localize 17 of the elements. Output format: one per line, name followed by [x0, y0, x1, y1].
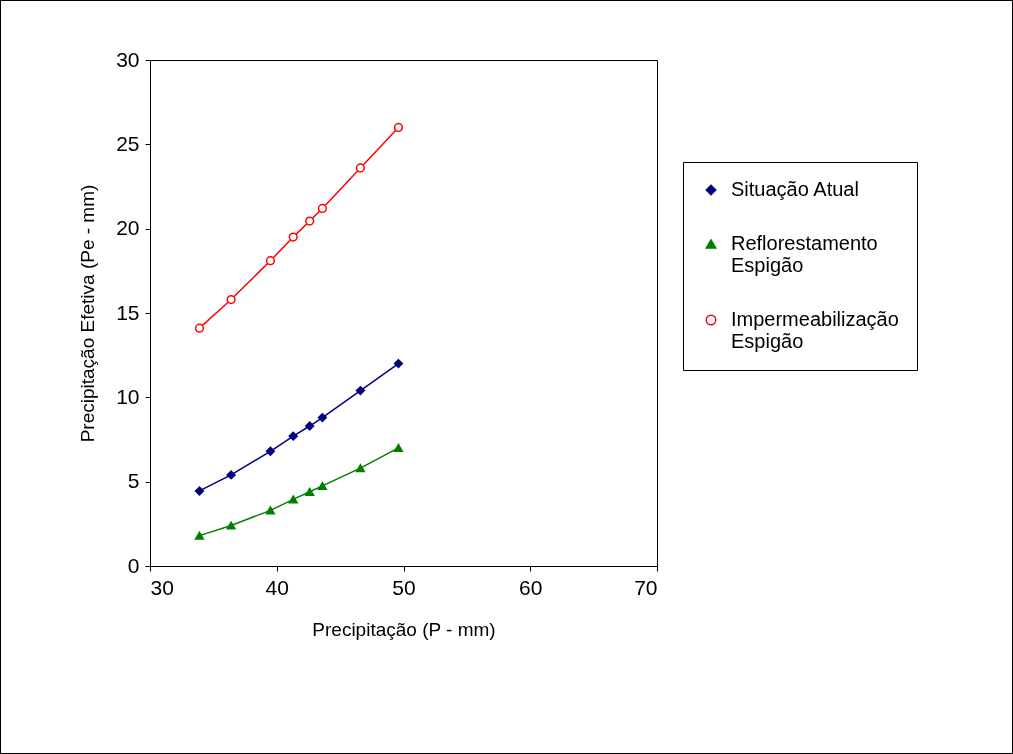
x-tick-label: 70 — [634, 575, 658, 599]
y-tick-label: 10 — [116, 384, 140, 408]
y-axis-title: Precipitação Efetiva (Pe - mm) — [77, 184, 99, 443]
x-axis-title: Precipitação (P - mm) — [312, 618, 496, 640]
x-tick-label: 50 — [392, 575, 416, 599]
x-tick-label: 40 — [265, 575, 289, 599]
legend-label: Impermeabilização Espigão — [731, 308, 899, 352]
legend-label: Situação Atual — [731, 178, 859, 200]
y-tick-label: 25 — [116, 131, 140, 155]
y-tick-label: 30 — [116, 47, 140, 71]
x-tick-label: 60 — [519, 575, 543, 599]
y-tick-label: 15 — [116, 300, 140, 324]
y-tick-label: 20 — [116, 216, 140, 240]
y-tick-label: 0 — [127, 553, 140, 577]
y-tick-label: 5 — [127, 469, 140, 493]
x-tick-label: 30 — [150, 575, 174, 599]
legend-label: Reflorestamento Espigão — [731, 232, 878, 276]
